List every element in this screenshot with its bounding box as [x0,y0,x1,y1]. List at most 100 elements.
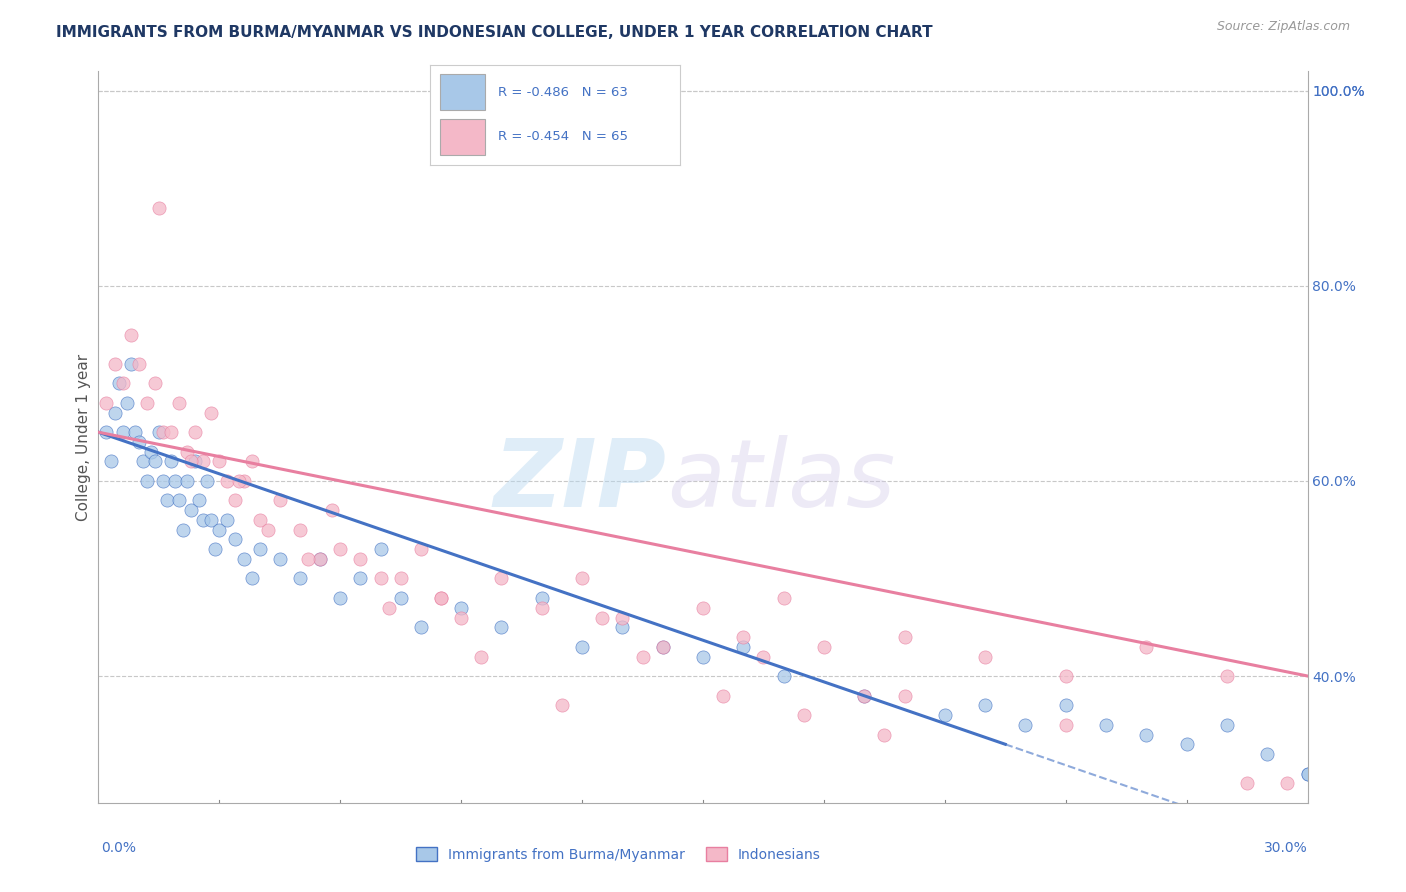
Point [1256,747,1278,761]
Point [115,396,138,410]
Point [204,542,226,557]
Point [200,406,222,420]
Point [1175,737,1198,751]
Point [139,444,162,458]
Point [470,649,492,664]
Point [180,454,202,468]
Point [1216,669,1239,683]
Point [551,698,574,713]
Point [530,600,553,615]
Point [200,513,222,527]
Point [1236,776,1258,790]
Point [571,572,593,586]
Point [813,640,835,654]
Point [772,591,794,605]
Point [450,610,472,624]
Point [148,425,170,440]
Point [349,552,371,566]
Point [450,600,472,615]
Point [193,454,215,468]
Point [269,493,291,508]
Point [128,434,150,449]
Point [217,513,239,527]
Point [711,689,734,703]
Point [377,600,399,615]
Point [184,454,207,468]
Point [321,503,343,517]
Point [96,425,118,440]
Point [143,376,166,391]
Point [103,357,125,371]
Point [148,201,170,215]
Point [591,610,613,624]
Point [349,572,371,586]
Point [491,620,513,634]
Point [111,376,134,391]
Point [612,620,634,634]
Point [107,376,129,391]
Text: 0.0%: 0.0% [101,841,136,855]
Point [111,425,134,440]
Text: IMMIGRANTS FROM BURMA/MYANMAR VS INDONESIAN COLLEGE, UNDER 1 YEAR CORRELATION CH: IMMIGRANTS FROM BURMA/MYANMAR VS INDONES… [56,25,932,40]
Point [1054,698,1077,713]
Legend: Immigrants from Burma/Myanmar, Indonesians: Immigrants from Burma/Myanmar, Indonesia… [409,840,828,869]
Point [612,610,634,624]
Point [184,425,207,440]
Point [249,513,271,527]
Point [1296,766,1319,780]
Point [1014,718,1036,732]
Point [188,493,211,508]
Point [309,552,332,566]
Point [288,572,311,586]
Point [1054,718,1077,732]
Point [160,454,183,468]
Point [793,708,815,723]
Point [1216,718,1239,732]
Point [224,533,246,547]
Point [193,513,215,527]
Point [128,357,150,371]
Point [430,591,453,605]
Text: R = -0.454   N = 65: R = -0.454 N = 65 [498,130,627,144]
Point [163,474,186,488]
Point [733,640,755,654]
Point [409,542,432,557]
Point [167,396,190,410]
Point [491,572,513,586]
Point [288,523,311,537]
Point [571,640,593,654]
Text: 30.0%: 30.0% [1264,841,1308,855]
Point [631,649,654,664]
Point [120,327,142,342]
Point [240,572,263,586]
Point [124,425,146,440]
Point [167,493,190,508]
Point [651,640,673,654]
Point [893,689,915,703]
Point [1095,718,1118,732]
Point [692,600,714,615]
Point [176,474,198,488]
Point [530,591,553,605]
Point [752,649,775,664]
Point [156,493,179,508]
Point [224,493,246,508]
Point [853,689,876,703]
Point [1135,640,1157,654]
Point [974,698,997,713]
Point [934,708,956,723]
Point [893,630,915,644]
Point [389,591,412,605]
Point [103,406,125,420]
Point [1277,776,1299,790]
Point [96,396,118,410]
Point [389,572,412,586]
Point [132,454,155,468]
Point [228,474,250,488]
Point [974,649,997,664]
Point [692,649,714,664]
Text: ZIP: ZIP [494,435,666,527]
Point [409,620,432,634]
Point [772,669,794,683]
Point [309,552,332,566]
